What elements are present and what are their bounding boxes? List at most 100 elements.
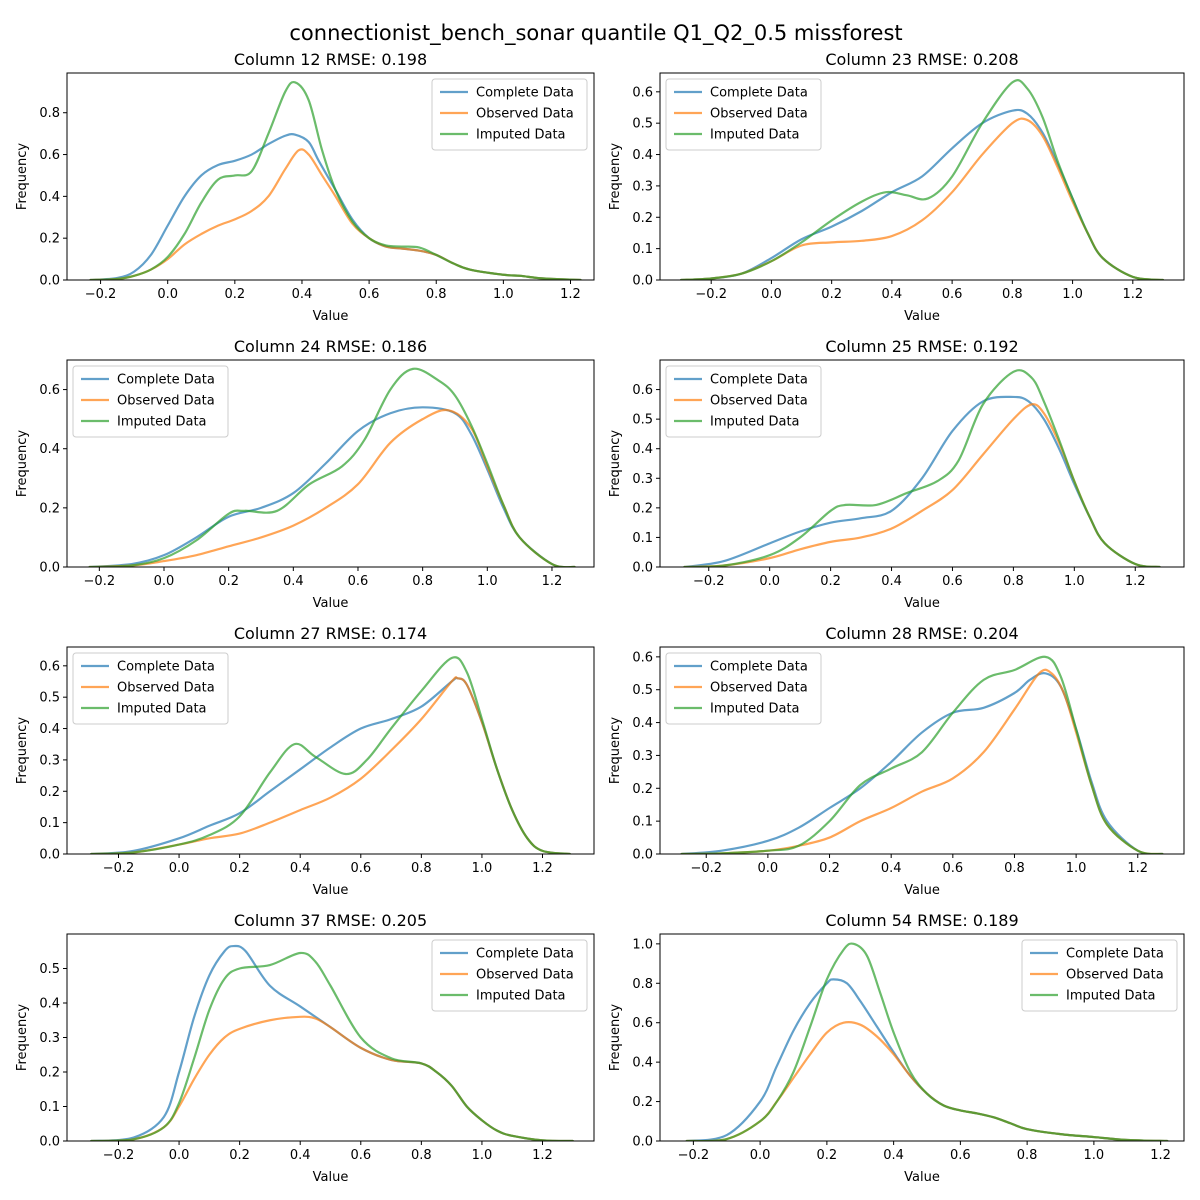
y-tick-label: 0.1	[632, 242, 653, 257]
curves	[683, 369, 1161, 567]
x-tick-label: 0.2	[229, 861, 250, 876]
legend-entry: Complete Data	[710, 660, 808, 675]
x-axis-label: Value	[313, 596, 349, 611]
x-tick-label: 0.0	[154, 574, 175, 589]
x-tick-label: 1.0	[1066, 861, 1087, 876]
legend-entry: Complete Data	[476, 947, 574, 962]
x-tick-label: 0.0	[157, 287, 178, 302]
x-tick-label: 1.2	[1122, 287, 1143, 302]
x-tick-label: 0.0	[761, 287, 782, 302]
x-tick-label: 1.0	[472, 1148, 493, 1163]
y-axis-label: Frequency	[608, 143, 623, 210]
x-tick-label: 1.2	[560, 287, 581, 302]
subplot-5: Column 27 RMSE: 0.174 −0.2 0.0 0.2 0.4 0.6 0.8…	[15, 624, 595, 898]
axes-frame	[659, 933, 1185, 1142]
legend-entry: Observed Data	[117, 681, 215, 696]
y-tick-label: 0.2	[632, 782, 653, 797]
legend-entry: Imputed Data	[710, 702, 800, 717]
x-tick-label: −0.2	[85, 287, 117, 302]
subplot-title: Column 23 RMSE: 0.208	[825, 50, 1018, 69]
x-tick-label: 1.2	[542, 574, 563, 589]
legend-entry: Imputed Data	[117, 415, 207, 430]
subplot-title: Column 24 RMSE: 0.186	[234, 337, 427, 356]
y-tick-label: 0.4	[632, 716, 653, 731]
y-tick-label: 0.0	[39, 274, 60, 289]
y-tick-label: 0.5	[39, 691, 60, 706]
legend: Complete Data Observed Data Imputed Data	[665, 78, 822, 151]
legend-entry: Complete Data	[710, 373, 808, 388]
x-tick-label: 0.0	[750, 1148, 771, 1163]
y-tick-label: 0.0	[39, 1135, 60, 1150]
x-axis-label: Value	[904, 309, 940, 324]
legend: Complete Data Observed Data Imputed Data	[72, 365, 229, 438]
y-tick-label: 0.2	[632, 501, 653, 516]
y-tick-label: 0.4	[632, 1056, 653, 1071]
axes-frame	[659, 359, 1185, 568]
axes-frame	[66, 646, 595, 855]
y-tick-label: 0.3	[632, 179, 653, 194]
y-tick-label: 0.6	[39, 148, 60, 163]
x-tick-label: 0.2	[819, 861, 840, 876]
y-tick-label: 0.4	[39, 442, 60, 457]
x-tick-label: 0.6	[350, 1148, 371, 1163]
x-tick-label: 0.6	[942, 861, 963, 876]
y-tick-label: 0.2	[632, 211, 653, 226]
series-line-imputed	[90, 951, 574, 1141]
y-axis-label: Frequency	[608, 430, 623, 497]
x-tick-label: 1.0	[493, 287, 514, 302]
x-tick-label: 1.2	[1125, 574, 1146, 589]
x-tick-label: 0.6	[942, 574, 963, 589]
series-line-imputed	[685, 942, 1169, 1141]
y-tick-label: 0.4	[632, 148, 653, 163]
legend-box	[665, 78, 822, 151]
y-tick-label: 0.1	[632, 815, 653, 830]
x-axis-label: Value	[904, 883, 940, 898]
x-tick-label: 1.0	[1064, 574, 1085, 589]
y-tick-label: 0.0	[39, 561, 60, 576]
subplot-7: Column 37 RMSE: 0.205 −0.2 0.0 0.2 0.4 0.6 0.8…	[15, 911, 595, 1185]
legend-entry: Observed Data	[117, 394, 215, 409]
series-line-imputed	[90, 656, 571, 854]
y-tick-label: 0.1	[39, 1100, 60, 1115]
subplot-title: Column 54 RMSE: 0.189	[825, 911, 1018, 930]
x-tick-label: 0.8	[412, 574, 433, 589]
legend: Complete Data Observed Data Imputed Data	[665, 365, 822, 438]
curves	[685, 942, 1169, 1141]
legend: Complete Data Observed Data Imputed Data	[665, 652, 822, 725]
legend-box	[72, 652, 229, 725]
curves	[680, 655, 1164, 854]
subplot-title: Column 12 RMSE: 0.198	[234, 50, 427, 69]
series-line-imputed	[679, 79, 1165, 280]
y-tick-label: 0.3	[39, 753, 60, 768]
x-tick-label: 0.0	[169, 861, 190, 876]
x-tick-label: 1.0	[1062, 287, 1083, 302]
x-tick-label: 0.4	[290, 1148, 311, 1163]
x-tick-label: 0.8	[1002, 287, 1023, 302]
x-tick-label: 1.2	[1150, 1148, 1171, 1163]
y-tick-label: 0.2	[39, 232, 60, 247]
legend-entry: Imputed Data	[476, 989, 566, 1004]
legend-box	[665, 652, 822, 725]
legend-entry: Observed Data	[710, 681, 808, 696]
x-tick-label: 0.4	[283, 574, 304, 589]
legend-box	[72, 365, 229, 438]
y-tick-label: 0.2	[39, 501, 60, 516]
x-axis-label: Value	[313, 1170, 349, 1185]
series-line-imputed	[89, 80, 582, 280]
x-axis-label: Value	[904, 1170, 940, 1185]
legend: Complete Data Observed Data Imputed Data	[1021, 939, 1178, 1012]
legend-entry: Complete Data	[117, 660, 215, 675]
x-tick-label: 0.0	[758, 861, 779, 876]
series-line-complete	[89, 133, 582, 280]
legend-box	[431, 939, 588, 1012]
subplot-6: Column 28 RMSE: 0.204 −0.2 0.0 0.2 0.4 0.6 0.8…	[608, 624, 1185, 898]
series-line-observed	[90, 1015, 574, 1141]
x-tick-label: 1.2	[1127, 861, 1148, 876]
x-tick-label: 0.4	[881, 861, 902, 876]
legend-entry: Observed Data	[476, 107, 574, 122]
x-tick-label: 0.6	[942, 287, 963, 302]
x-tick-label: 0.2	[817, 1148, 838, 1163]
legend-box	[431, 78, 588, 151]
series-line-imputed	[88, 367, 576, 567]
y-tick-label: 0.1	[632, 531, 653, 546]
